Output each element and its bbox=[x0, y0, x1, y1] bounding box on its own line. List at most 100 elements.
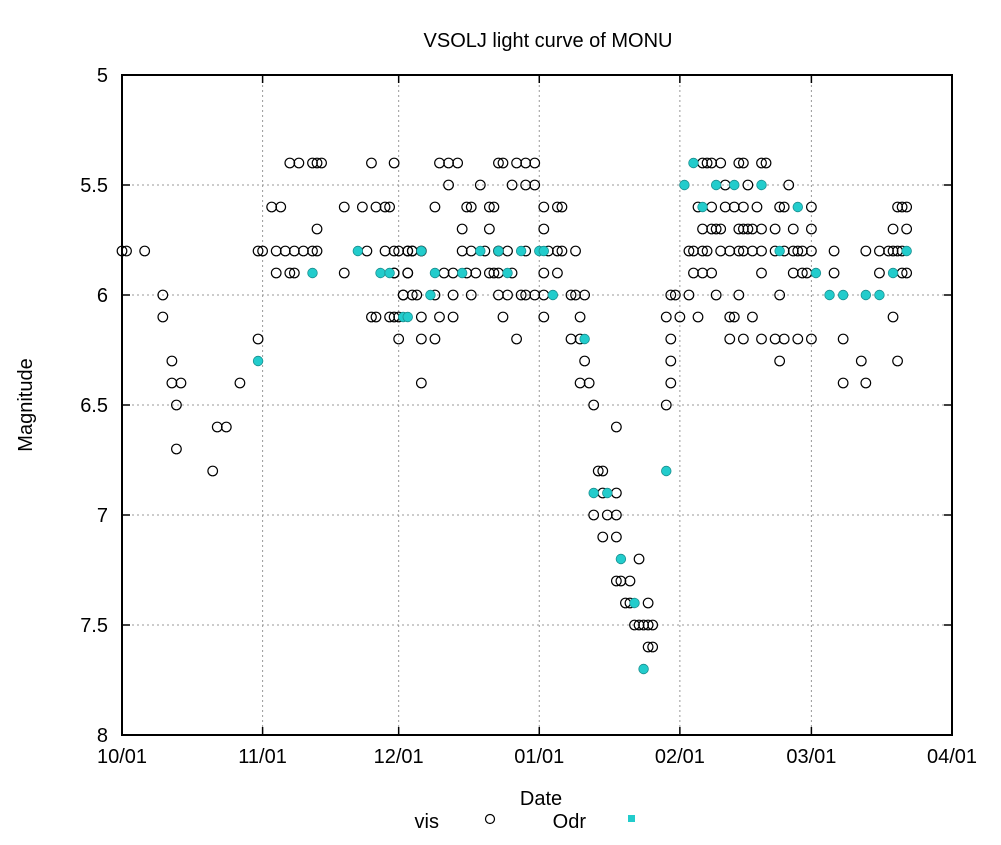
data-point-vis bbox=[647, 641, 659, 653]
data-point-vis bbox=[769, 333, 781, 345]
data-point-vis bbox=[370, 311, 382, 323]
data-point-vis bbox=[415, 311, 427, 323]
data-point-vis bbox=[892, 355, 903, 367]
data-point-odr bbox=[429, 267, 441, 279]
data-point-vis bbox=[642, 619, 654, 631]
data-point-vis bbox=[511, 333, 522, 345]
data-point-vis bbox=[411, 289, 423, 301]
data-point-vis bbox=[787, 223, 799, 235]
y-axis-label: Magnitude bbox=[15, 358, 37, 451]
data-point-vis bbox=[139, 245, 151, 257]
data-point-vis bbox=[610, 509, 622, 521]
data-point-vis bbox=[805, 245, 817, 257]
data-point-vis bbox=[887, 311, 899, 323]
data-point-vis bbox=[769, 223, 781, 235]
data-point-vis bbox=[157, 289, 169, 301]
data-point-vis bbox=[370, 201, 382, 213]
data-point-vis bbox=[742, 179, 754, 191]
data-point-vis bbox=[171, 399, 182, 411]
data-point-vis bbox=[837, 333, 849, 345]
data-point-vis bbox=[610, 575, 622, 587]
data-point-vis bbox=[665, 355, 677, 367]
data-point-vis bbox=[737, 157, 749, 169]
data-point-vis bbox=[756, 245, 767, 257]
data-point-vis bbox=[697, 245, 708, 257]
data-point-vis bbox=[674, 311, 686, 323]
data-point-vis bbox=[665, 289, 677, 301]
data-point-vis bbox=[465, 201, 477, 213]
data-point-vis bbox=[402, 267, 414, 279]
data-point-vis bbox=[447, 311, 459, 323]
data-point-vis bbox=[502, 245, 513, 257]
data-point-vis bbox=[592, 465, 604, 477]
data-point-vis bbox=[397, 289, 409, 301]
data-point-odr bbox=[901, 245, 912, 257]
data-point-vis bbox=[465, 245, 477, 257]
data-point-vis bbox=[565, 289, 577, 301]
series-odr bbox=[252, 157, 912, 675]
data-point-vis bbox=[778, 201, 790, 213]
data-point-vis bbox=[556, 201, 568, 213]
data-point-vis bbox=[166, 377, 178, 389]
data-point-vis bbox=[706, 267, 718, 279]
data-point-vis bbox=[311, 223, 323, 235]
data-point-vis bbox=[488, 267, 500, 279]
data-point-vis bbox=[665, 333, 677, 345]
data-point-vis bbox=[538, 223, 550, 235]
data-point-vis bbox=[792, 333, 804, 345]
data-point-vis bbox=[465, 289, 477, 301]
data-point-vis bbox=[497, 311, 509, 323]
data-point-odr bbox=[629, 597, 640, 609]
data-point-odr bbox=[874, 289, 885, 301]
data-point-vis bbox=[434, 311, 445, 323]
data-point-vis bbox=[901, 201, 913, 213]
data-point-vis bbox=[456, 223, 468, 235]
data-point-vis bbox=[443, 179, 454, 191]
data-point-vis bbox=[688, 267, 699, 279]
data-point-vis bbox=[756, 223, 767, 235]
data-point-vis bbox=[805, 333, 817, 345]
data-point-odr bbox=[515, 245, 527, 257]
data-point-vis bbox=[774, 355, 786, 367]
data-point-vis bbox=[157, 311, 169, 323]
data-point-vis bbox=[805, 201, 817, 213]
data-point-vis bbox=[252, 333, 264, 345]
data-point-vis bbox=[660, 311, 672, 323]
data-point-vis bbox=[724, 311, 736, 323]
data-point-vis bbox=[338, 267, 350, 279]
data-point-vis bbox=[756, 267, 767, 279]
legend-label-vis: vis bbox=[415, 811, 439, 833]
data-point-vis bbox=[307, 245, 318, 257]
data-point-odr bbox=[384, 267, 395, 279]
data-point-vis bbox=[171, 443, 182, 455]
data-point-odr bbox=[688, 157, 699, 169]
data-point-odr bbox=[547, 289, 559, 301]
grid-lines bbox=[122, 75, 952, 735]
data-point-vis bbox=[298, 245, 309, 257]
data-point-vis bbox=[388, 157, 400, 169]
data-point-vis bbox=[724, 333, 736, 345]
data-point-vis bbox=[610, 531, 622, 543]
data-point-vis bbox=[774, 201, 786, 213]
data-point-vis bbox=[166, 355, 178, 367]
data-point-odr bbox=[456, 267, 468, 279]
data-point-vis bbox=[284, 267, 296, 279]
data-point-vis bbox=[252, 245, 264, 257]
data-point-vis bbox=[737, 201, 749, 213]
data-point-vis bbox=[366, 311, 377, 323]
data-point-vis bbox=[588, 399, 600, 411]
data-point-vis bbox=[415, 333, 427, 345]
data-point-vis bbox=[211, 421, 223, 433]
legend-label-odr: Odr bbox=[553, 811, 587, 833]
data-point-vis bbox=[697, 223, 708, 235]
data-point-vis bbox=[270, 245, 282, 257]
data-point-vis bbox=[733, 245, 745, 257]
data-point-vis bbox=[379, 245, 391, 257]
data-point-vis bbox=[760, 157, 772, 169]
data-point-vis bbox=[284, 157, 296, 169]
x-tick-label: 10/01 bbox=[97, 746, 147, 768]
data-point-vis bbox=[456, 245, 468, 257]
data-point-vis bbox=[565, 333, 577, 345]
data-point-odr bbox=[615, 553, 627, 565]
